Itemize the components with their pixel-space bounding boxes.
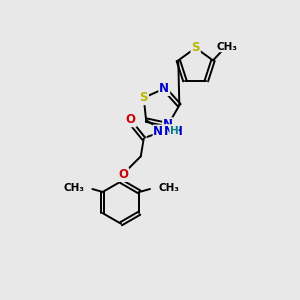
Text: N: N xyxy=(163,118,173,131)
Text: O: O xyxy=(118,168,128,181)
Text: CH₃: CH₃ xyxy=(159,182,180,193)
Text: N: N xyxy=(153,125,163,138)
Text: H: H xyxy=(169,126,178,136)
Text: S: S xyxy=(191,41,200,54)
Text: S: S xyxy=(140,91,148,104)
Text: CH₃: CH₃ xyxy=(63,182,84,193)
Text: CH₃: CH₃ xyxy=(216,42,237,52)
Text: O: O xyxy=(126,113,136,126)
Text: NH: NH xyxy=(164,125,184,138)
Text: N: N xyxy=(159,82,169,95)
